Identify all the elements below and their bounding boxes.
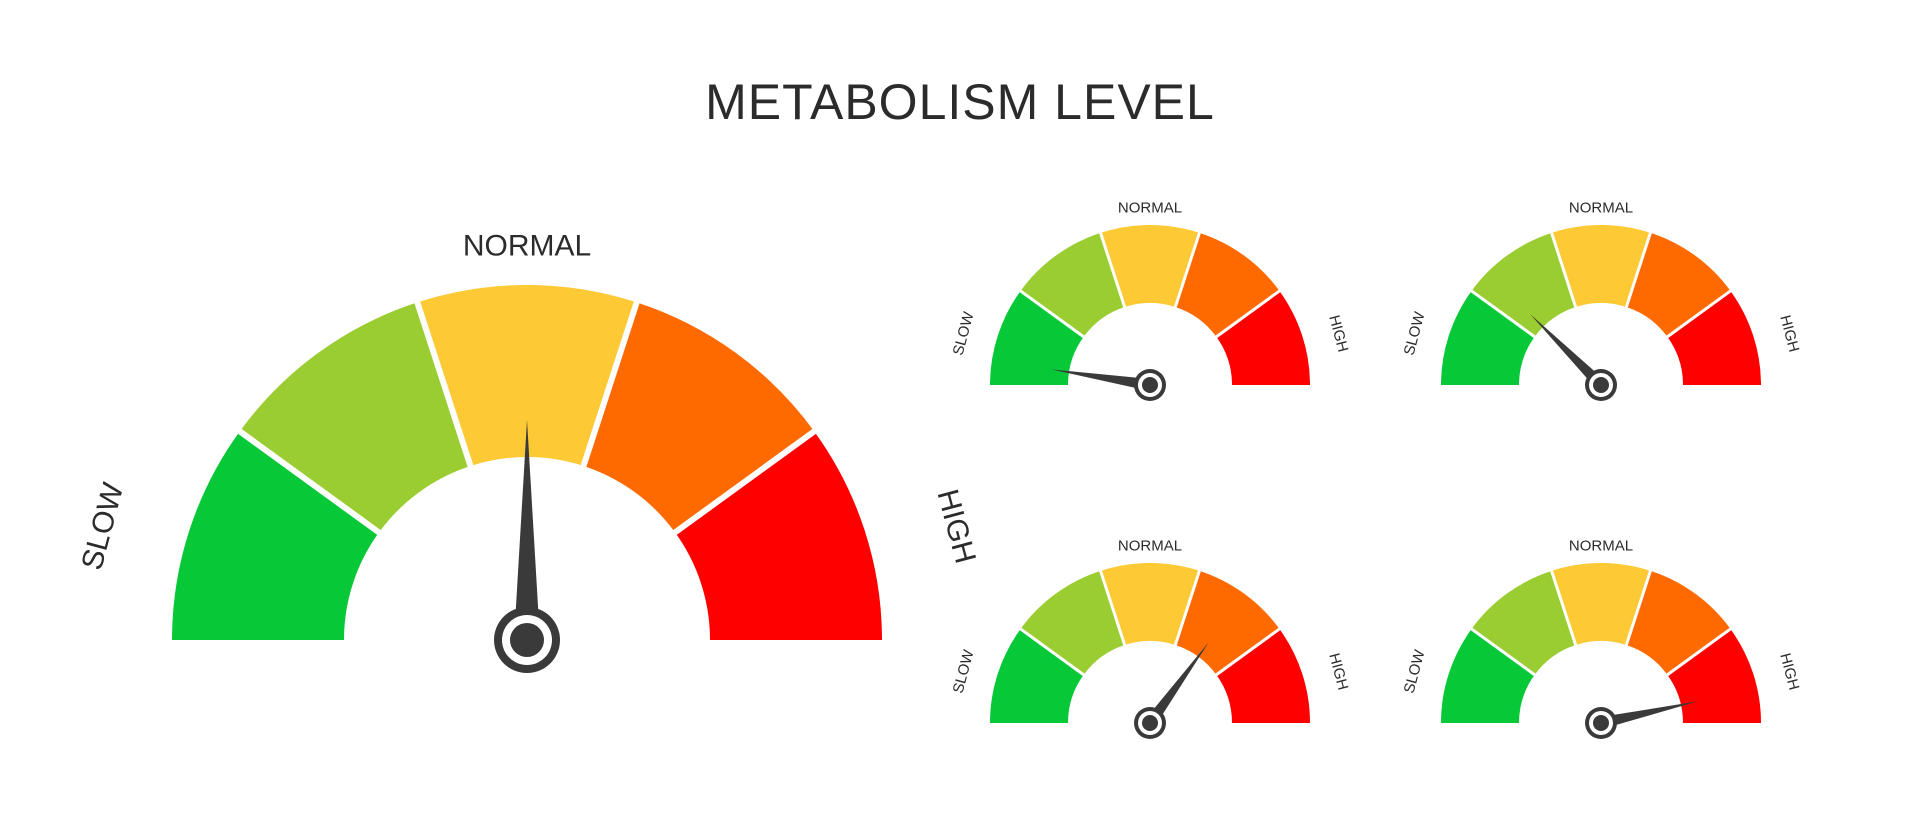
segment-divider [1469, 288, 1538, 340]
above-normal-segment [583, 302, 815, 533]
high-segment [1216, 628, 1310, 723]
needle [1530, 314, 1606, 390]
slow-segment [1441, 628, 1535, 723]
needle-hub-center [510, 623, 544, 657]
needle-hub-center [1142, 377, 1158, 393]
segment-divider [1098, 568, 1127, 648]
needle-hub-center [1593, 377, 1609, 393]
below-normal-segment [1020, 232, 1125, 337]
slow-segment [990, 628, 1084, 723]
needle-hub-center [1142, 715, 1158, 731]
small-gauge-2: SLOW HIGH NORMAL [1401, 199, 1802, 401]
slow-label: SLOW [75, 479, 130, 574]
page-title: METABOLISM LEVEL [705, 74, 1215, 130]
below-normal-segment [1471, 570, 1576, 675]
segment-divider [1664, 288, 1733, 340]
needle [1145, 642, 1209, 727]
small-gauge-4: SLOW HIGH NORMAL [1401, 537, 1802, 739]
needle [1051, 369, 1151, 391]
segment-divider [1018, 626, 1087, 678]
segment-divider [1469, 626, 1538, 678]
high-label: HIGH [931, 486, 982, 567]
high-segment [1667, 628, 1761, 723]
above-normal-segment [1626, 570, 1731, 675]
normal-segment [1100, 225, 1200, 308]
segment-divider [671, 427, 818, 537]
segment-divider [1213, 626, 1282, 678]
segment-divider [1549, 568, 1578, 648]
above-normal-segment [1175, 570, 1280, 675]
small-gauge-3: SLOW HIGH NORMAL [950, 537, 1351, 739]
below-normal-segment [1471, 232, 1576, 337]
segment-divider [413, 299, 474, 469]
high-segment [1667, 290, 1761, 385]
high-segment [1216, 290, 1310, 385]
above-normal-segment [1626, 232, 1731, 337]
high-label: HIGH [1325, 651, 1351, 692]
needle-hub-center [1593, 715, 1609, 731]
segment-divider [236, 427, 383, 537]
normal-segment [1100, 563, 1200, 646]
slow-segment [990, 290, 1084, 385]
normal-label: NORMAL [463, 230, 591, 263]
slow-segment [172, 431, 379, 640]
segment-divider [1664, 626, 1733, 678]
segment-divider [1173, 568, 1202, 648]
slow-segment [1441, 290, 1535, 385]
segment-divider [580, 299, 641, 469]
slow-label: SLOW [950, 647, 978, 695]
needle [514, 420, 540, 640]
main-gauge: SLOW HIGH NORMAL [75, 230, 982, 673]
slow-label: SLOW [950, 309, 978, 357]
high-label: HIGH [1776, 651, 1802, 692]
normal-label: NORMAL [1569, 537, 1633, 554]
slow-label: SLOW [1401, 647, 1429, 695]
below-normal-segment [1020, 570, 1125, 675]
slow-label: SLOW [1401, 309, 1429, 357]
segment-divider [1549, 230, 1578, 310]
normal-segment [417, 285, 637, 466]
normal-label: NORMAL [1118, 537, 1182, 554]
segment-divider [1173, 230, 1202, 310]
below-normal-segment [239, 302, 471, 533]
high-label: HIGH [1325, 313, 1351, 354]
above-normal-segment [1175, 232, 1280, 337]
segment-divider [1018, 288, 1087, 340]
normal-segment [1551, 225, 1651, 308]
high-label: HIGH [1776, 313, 1802, 354]
needle [1599, 701, 1699, 729]
normal-label: NORMAL [1118, 199, 1182, 216]
segment-divider [1213, 288, 1282, 340]
normal-label: NORMAL [1569, 199, 1633, 216]
small-gauge-1: SLOW HIGH NORMAL [950, 199, 1351, 401]
segment-divider [1098, 230, 1127, 310]
segment-divider [1624, 568, 1653, 648]
high-segment [675, 431, 882, 640]
normal-segment [1551, 563, 1651, 646]
segment-divider [1624, 230, 1653, 310]
